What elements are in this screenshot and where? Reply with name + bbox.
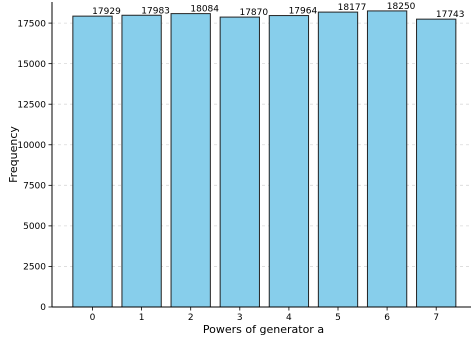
- bar-value-label: 17929: [92, 7, 121, 17]
- x-tick-label: 4: [286, 313, 292, 323]
- bar: [416, 18, 457, 308]
- y-axis-label: Frequency: [7, 126, 20, 183]
- x-axis-label: Powers of generator a: [203, 323, 324, 336]
- y-tick-label: 2500: [23, 263, 46, 273]
- axes-layer: 0 2500 5000 7500 10000 12500 15000 17500 0 1 2 3 4 5 6…: [17, 2, 471, 323]
- bar: [268, 15, 310, 308]
- bars-layer: [72, 10, 457, 308]
- bar-value-label: 18177: [338, 3, 367, 13]
- y-tick-label: 10000: [17, 141, 46, 151]
- y-tick-label: 5000: [23, 222, 46, 232]
- bar-value-label: 18084: [190, 5, 219, 15]
- bar: [317, 11, 359, 308]
- bar-value-label: 17983: [141, 6, 170, 16]
- grid-layer: [52, 22, 471, 308]
- x-tick-label: 3: [237, 313, 243, 323]
- x-tick-label: 0: [90, 313, 96, 323]
- bar: [170, 13, 211, 308]
- bar: [121, 14, 162, 308]
- y-tick-label: 12500: [17, 100, 46, 110]
- bar-value-label: 17870: [239, 8, 268, 18]
- y-tick-label: 0: [40, 303, 46, 313]
- x-tick-label: 7: [433, 313, 439, 323]
- bar-value-label: 18250: [387, 2, 416, 12]
- x-tick-label: 2: [188, 313, 194, 323]
- x-tick-label: 5: [335, 313, 341, 323]
- y-tick-label: 7500: [23, 182, 46, 192]
- y-tick-label: 17500: [17, 19, 46, 29]
- bar-value-label: 17964: [289, 7, 318, 17]
- labels-layer: 17929 17983 18084 17870 17964 18177 18250 17743: [92, 2, 464, 20]
- x-tick-label: 6: [384, 313, 390, 323]
- x-tick-label: 1: [139, 313, 145, 323]
- y-tick-label: 15000: [17, 60, 46, 70]
- bar: [366, 10, 408, 308]
- bar: [72, 15, 113, 308]
- bar-value-label: 17743: [436, 10, 465, 20]
- bar: [219, 16, 260, 308]
